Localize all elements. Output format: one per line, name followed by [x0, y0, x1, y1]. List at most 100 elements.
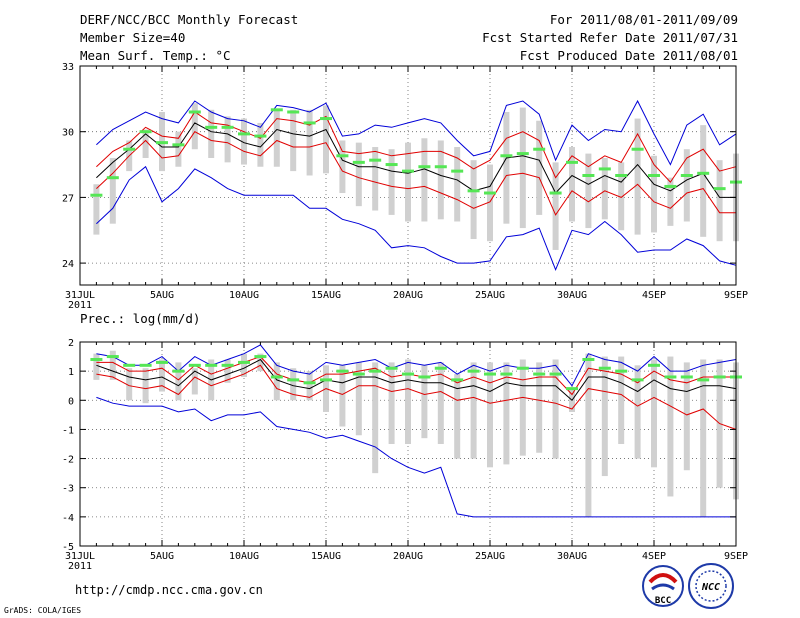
median-mark: [582, 174, 595, 177]
median-mark: [451, 378, 464, 382]
median-mark: [500, 154, 513, 158]
median-mark: [500, 372, 513, 376]
median-mark: [90, 193, 103, 197]
ensemble-box: [109, 157, 116, 224]
y-tick-label: -1: [62, 425, 74, 436]
source-url-link[interactable]: http://cmdp.ncc.cma.gov.cn: [75, 583, 263, 597]
median-mark: [139, 363, 152, 367]
ensemble-box: [142, 368, 149, 404]
median-mark: [188, 363, 201, 367]
ensemble-box: [683, 362, 690, 471]
ensemble-box: [454, 147, 461, 222]
ncc-logo: NCC: [688, 563, 734, 609]
upper-sd-line: [96, 356, 736, 396]
ensemble-box: [487, 164, 493, 242]
median-mark: [713, 375, 726, 379]
ensemble-box: [503, 111, 510, 224]
median-mark: [549, 372, 562, 376]
median-mark: [320, 378, 332, 382]
median-mark: [566, 160, 578, 164]
median-mark: [303, 121, 316, 125]
median-mark: [516, 366, 529, 370]
median-mark: [516, 152, 529, 156]
ncc-logo-text: NCC: [701, 582, 720, 593]
ensemble-box: [552, 359, 559, 459]
median-mark: [648, 363, 660, 367]
ensemble-box: [290, 368, 297, 401]
x-tick-year-label: 2011: [68, 300, 92, 311]
x-tick-label: 10AUG: [229, 551, 259, 562]
median-mark: [188, 110, 201, 114]
ensemble-box: [601, 157, 608, 220]
forecast-started-label: Fcst Started Refer Date 2011/07/31: [482, 30, 738, 45]
median-mark: [221, 363, 234, 367]
x-tick-label: 25AUG: [475, 290, 505, 301]
median-mark: [172, 143, 185, 147]
ensemble-box: [536, 362, 543, 453]
ensemble-box: [569, 147, 575, 222]
median-mark: [352, 372, 365, 376]
median-mark: [418, 375, 431, 379]
median-mark: [369, 369, 382, 373]
x-tick-label: 20AUG: [393, 551, 423, 562]
median-mark: [648, 174, 660, 177]
x-tick-label: 20AUG: [393, 290, 423, 301]
ensemble-box: [306, 109, 313, 176]
ncc-logo-inner-ring: [695, 570, 727, 602]
median-mark: [287, 110, 300, 114]
median-mark: [418, 165, 431, 169]
ensemble-box: [208, 109, 215, 158]
ensemble-box: [503, 362, 510, 465]
median-mark: [106, 355, 119, 359]
ensemble-box: [355, 142, 362, 207]
median-mark: [205, 125, 218, 129]
median-mark: [615, 369, 628, 373]
ensemble-box: [159, 359, 165, 392]
x-tick-label: 15AUG: [311, 290, 341, 301]
ensemble-box: [241, 118, 247, 165]
median-mark: [484, 372, 496, 376]
bcc-logo-red-arc: [648, 573, 678, 584]
median-mark: [221, 125, 234, 129]
ensemble-box: [191, 368, 198, 395]
x-tick-label: 31JUL: [65, 290, 95, 301]
x-tick-label: 4SEP: [642, 551, 666, 562]
ensemble-box: [372, 362, 379, 474]
median-mark: [336, 369, 349, 373]
ensemble-box: [224, 359, 231, 383]
grads-credit-label: GrADS: COLA/IGES: [4, 606, 81, 615]
ensemble-box: [241, 353, 247, 377]
median-mark: [385, 366, 398, 370]
ensemble-box: [93, 353, 100, 380]
bcc-logo-text: BCC: [655, 596, 671, 606]
y-tick-label: 24: [62, 259, 74, 270]
ensemble-box: [93, 184, 100, 235]
median-mark: [254, 134, 267, 138]
y-tick-label: -2: [62, 455, 74, 466]
ensemble-box: [257, 353, 264, 372]
ensemble-box: [519, 359, 526, 456]
y-tick-label: -5: [62, 542, 74, 553]
x-tick-label: 31JUL: [65, 551, 95, 562]
y-tick-label: 27: [62, 193, 74, 204]
x-tick-label: 30AUG: [557, 290, 587, 301]
ensemble-box: [536, 120, 543, 215]
ensemble-box: [290, 109, 297, 172]
ensemble-box: [372, 147, 379, 211]
median-mark: [467, 189, 480, 193]
x-tick-label: 5AUG: [150, 551, 174, 562]
median-mark: [106, 176, 119, 180]
median-mark: [598, 167, 611, 171]
chart-title: DERF/NCC/BCC Monthly Forecast: [80, 12, 298, 27]
median-mark: [582, 357, 595, 361]
median-mark: [205, 363, 218, 367]
ensemble-box: [667, 356, 674, 497]
x-tick-label: 9SEP: [724, 290, 748, 301]
ensemble-box: [109, 350, 116, 380]
ensemble-box: [388, 362, 395, 444]
median-mark: [434, 366, 447, 370]
median-mark: [172, 369, 185, 373]
ensemble-box: [421, 138, 428, 222]
ensemble-box: [651, 155, 657, 233]
